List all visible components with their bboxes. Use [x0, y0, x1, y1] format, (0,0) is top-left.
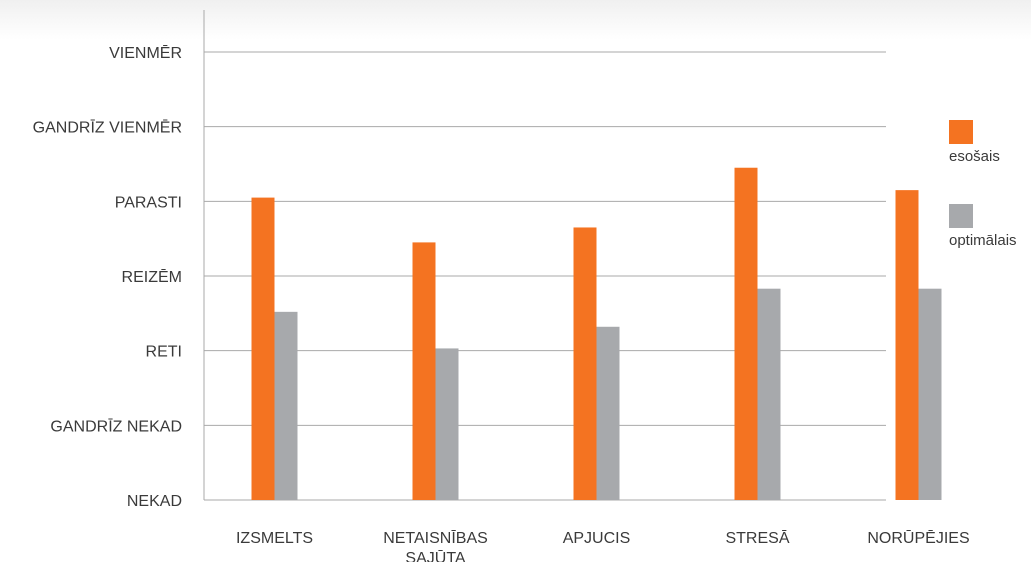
y-tick-label: PARASTI — [115, 194, 182, 211]
bar — [412, 242, 436, 500]
x-tick-label-line: NETAISNĪBAS — [383, 529, 488, 547]
legend-item-esosais: esošais — [949, 120, 1017, 204]
bar — [435, 348, 459, 500]
bar — [734, 167, 758, 500]
legend-swatch-optimalais — [949, 204, 973, 228]
x-tick-label-line: IZSMELTS — [236, 530, 313, 547]
x-tick-label-line: NORŪPĒJIES — [867, 529, 969, 547]
bar — [918, 288, 942, 500]
bar — [895, 190, 919, 500]
x-tick-label: IZSMELTS — [236, 530, 313, 547]
x-tick-label-line: SAJŪTA — [405, 549, 465, 562]
x-tick-label-line: STRESĀ — [725, 529, 789, 547]
x-tick-label-line: APJUCIS — [563, 530, 631, 547]
x-tick-label: STRESĀ — [725, 529, 789, 547]
legend-item-optimalais: optimālais — [949, 204, 1017, 288]
bar — [573, 227, 597, 500]
legend-label-esosais: esošais — [949, 148, 1000, 165]
x-tick-label: NETAISNĪBAS SAJŪTA — [383, 529, 488, 562]
x-tick-label: APJUCIS — [563, 530, 631, 547]
legend-swatch-esosais — [949, 120, 973, 144]
x-tick-label: NORŪPĒJIES — [867, 529, 969, 547]
legend: esošais optimālais — [949, 120, 1017, 288]
y-tick-label: REIZĒM — [122, 268, 182, 286]
bar — [596, 326, 620, 500]
y-tick-label: GANDRĪZ VIENMĒR — [33, 119, 182, 137]
y-tick-label: NEKAD — [127, 493, 182, 510]
y-tick-label: GANDRĪZ NEKAD — [50, 417, 182, 435]
bar — [274, 311, 298, 500]
bar — [757, 288, 781, 500]
bar — [251, 197, 275, 500]
y-tick-label: RETI — [146, 344, 182, 361]
legend-label-optimalais: optimālais — [949, 232, 1017, 249]
top-shade — [0, 0, 1031, 40]
y-tick-label: VIENMĒR — [109, 44, 182, 62]
